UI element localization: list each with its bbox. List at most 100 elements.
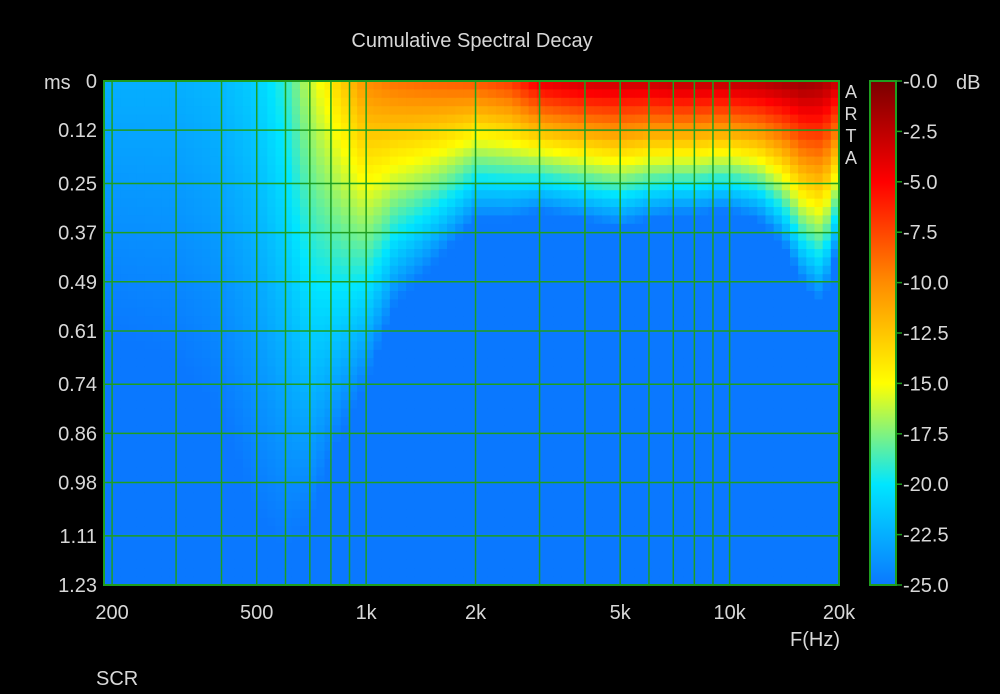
heat-cell	[210, 148, 219, 158]
heat-cell	[259, 358, 268, 368]
heat-cell	[169, 265, 179, 275]
heat-cell	[332, 349, 342, 359]
heat-cell	[389, 442, 399, 452]
heat-cell	[104, 198, 113, 208]
heat-cell	[569, 106, 579, 116]
heat-cell	[716, 333, 726, 342]
heat-cell	[577, 459, 587, 468]
heat-cell	[430, 543, 440, 552]
heat-cell	[602, 391, 611, 401]
heat-cell	[626, 425, 636, 435]
heat-cell	[193, 81, 203, 90]
heat-cell	[104, 375, 113, 384]
heat-cell	[349, 358, 358, 368]
heat-cell	[536, 265, 546, 275]
heat-cell	[259, 324, 268, 334]
heat-cell	[259, 190, 268, 200]
heat-cell	[136, 123, 146, 132]
heat-cell	[634, 349, 644, 359]
heat-cell	[308, 190, 317, 200]
heat-cell	[651, 576, 660, 586]
heat-cell	[447, 114, 456, 124]
heat-cell	[651, 467, 660, 477]
heat-cell	[447, 559, 456, 569]
heat-cell	[765, 207, 775, 216]
heat-cell	[675, 123, 685, 132]
heat-cell	[610, 131, 620, 141]
heat-cell	[757, 307, 767, 317]
heat-cell	[104, 156, 113, 166]
heat-cell	[528, 408, 538, 418]
heat-cell	[732, 89, 742, 99]
heat-cell	[700, 173, 709, 183]
heat-cell	[104, 433, 113, 443]
heat-cell	[120, 249, 130, 258]
heat-cell	[692, 148, 701, 158]
heat-cell	[381, 408, 391, 418]
heat-cell	[300, 358, 309, 368]
heat-cell	[300, 492, 309, 502]
heat-cell	[643, 534, 652, 544]
heat-cell	[667, 97, 677, 107]
heat-cell	[169, 417, 179, 426]
heat-cell	[741, 198, 750, 208]
heat-cell	[683, 349, 693, 359]
heat-cell	[536, 433, 546, 443]
heat-cell	[561, 207, 571, 216]
heat-cell	[251, 257, 260, 267]
heat-cell	[300, 265, 309, 275]
heat-cell	[202, 467, 211, 477]
heat-cell	[422, 576, 432, 586]
heat-cell	[381, 215, 391, 225]
heat-cell	[177, 232, 187, 242]
heat-cell	[741, 375, 750, 384]
heat-cell	[316, 215, 326, 225]
heat-cell	[267, 576, 277, 586]
heat-cell	[398, 366, 407, 376]
heat-cell	[153, 97, 162, 107]
heat-cell	[291, 484, 301, 494]
heat-cell	[120, 358, 130, 368]
heat-cell	[512, 207, 522, 216]
heat-cell	[202, 299, 211, 309]
heat-cell	[251, 307, 260, 317]
heat-cell	[169, 467, 179, 477]
heat-cell	[161, 198, 170, 208]
heat-cell	[210, 232, 219, 242]
heat-cell	[324, 106, 334, 116]
heat-cell	[398, 450, 407, 460]
heat-cell	[144, 249, 154, 258]
heat-cell	[234, 324, 244, 334]
heat-cell	[234, 366, 244, 376]
heat-cell	[340, 383, 350, 393]
heat-cell	[765, 358, 775, 368]
heat-cell	[528, 181, 538, 191]
heat-cell	[773, 417, 783, 426]
heat-cell	[308, 459, 317, 468]
heat-cell	[569, 408, 579, 418]
heat-cell	[291, 349, 301, 359]
heat-cell	[316, 433, 326, 443]
heat-cell	[275, 358, 285, 368]
heat-cell	[634, 190, 644, 200]
heat-cell	[536, 114, 546, 124]
heat-cell	[381, 543, 391, 552]
heat-cell	[479, 341, 489, 351]
heat-cell	[732, 358, 742, 368]
heat-cell	[259, 123, 268, 132]
heat-cell	[512, 391, 522, 401]
heat-cell	[161, 551, 170, 561]
heat-cell	[528, 190, 538, 200]
heat-cell	[520, 131, 530, 141]
heat-cell	[259, 433, 268, 443]
heat-cell	[389, 517, 399, 527]
heat-cell	[177, 207, 187, 216]
heat-cell	[373, 425, 383, 435]
heat-cell	[226, 492, 236, 502]
heat-cell	[438, 442, 448, 452]
heat-cell	[447, 291, 456, 300]
heat-cell	[283, 417, 293, 426]
heat-cell	[153, 551, 162, 561]
heat-cell	[251, 391, 260, 401]
heat-cell	[275, 131, 285, 141]
